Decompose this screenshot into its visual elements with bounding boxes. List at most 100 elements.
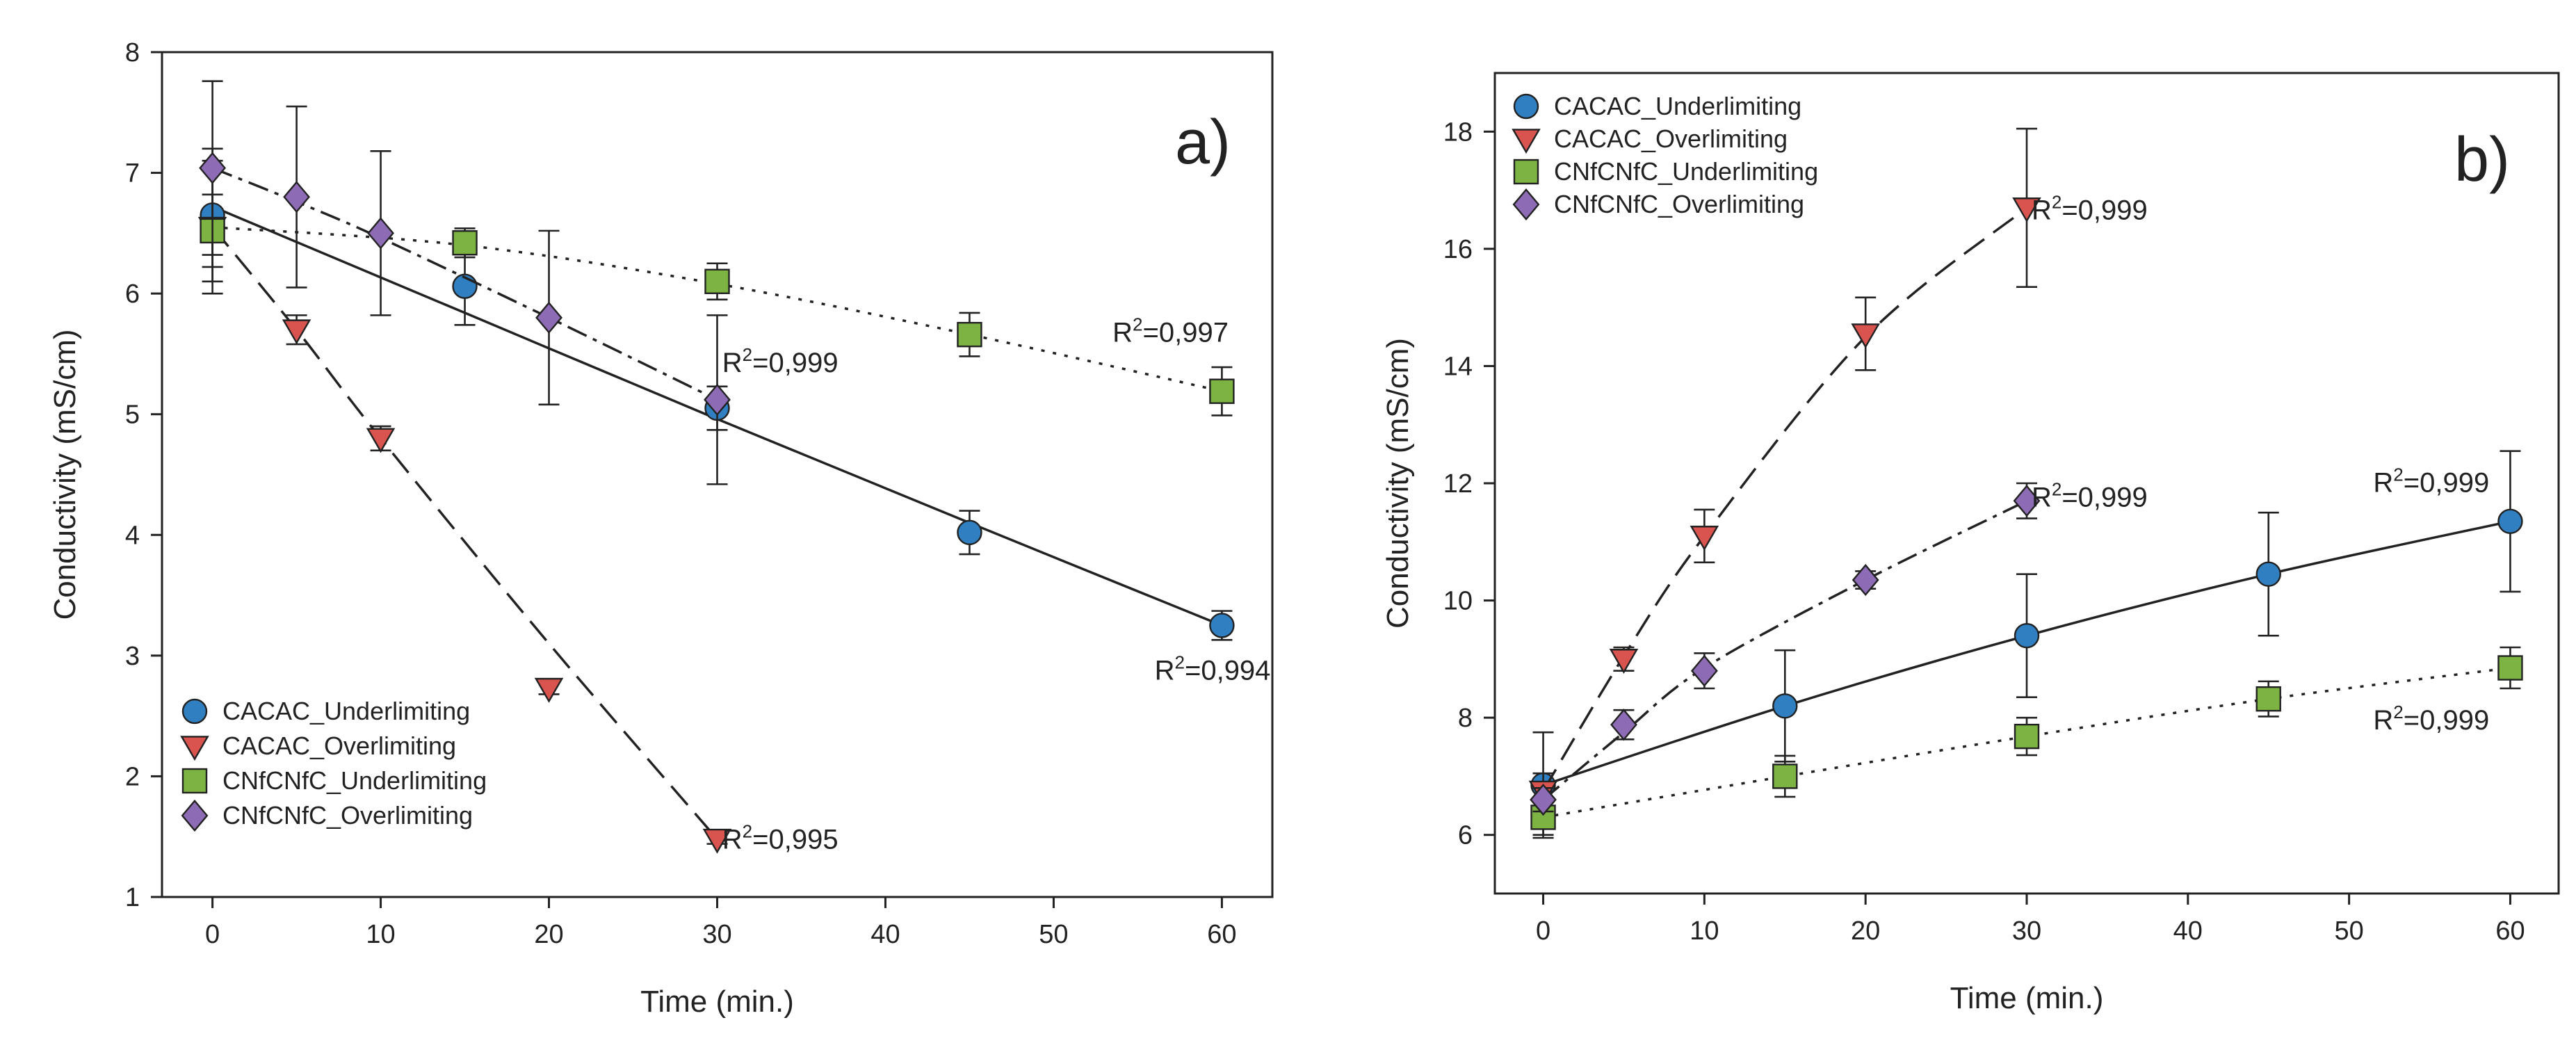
y-tick-label: 12 [1443,469,1473,499]
x-tick-label: 10 [366,920,395,949]
r-squared-label: R2=0,999 [2373,464,2489,499]
data-point [282,319,311,345]
x-tick-label: 20 [1851,916,1880,946]
legend-entry: CACAC_Underlimiting [1513,92,1801,120]
legend-entry: CNfCNfC_Overlimiting [181,799,473,832]
y-axis-title: Conductivity (mS/cm) [48,329,82,620]
fit-line [1542,207,2028,792]
data-point [535,301,562,334]
data-point [1209,378,1235,404]
y-tick-label: 16 [1443,235,1473,264]
legend-label: CNfCNfC_Overlimiting [1554,190,1804,218]
r-squared-label: R2=0,994 [1155,652,1271,686]
y-tick-label: 8 [1458,704,1473,733]
legend-marker [1512,129,1541,154]
r-squared-label: R2=0,999 [2032,192,2148,226]
x-tick-label: 20 [534,920,563,949]
legend-label: CNfCNfC_Underlimiting [1554,157,1818,186]
fit-line [211,226,718,840]
legend-entry: CACAC_Underlimiting [181,697,470,725]
x-tick-label: 50 [1039,920,1068,949]
data-point [957,519,982,546]
x-tick-label: 10 [1690,916,1719,946]
legend-label: CACAC_Overlimiting [222,731,456,760]
legend-marker [1512,188,1540,221]
y-tick-label: 8 [125,38,140,67]
y-tick-label: 2 [125,762,140,791]
series-CACAC_Overlimiting: R2=0,995 [197,159,839,855]
y-tick-label: 1 [125,883,140,912]
data-point [367,217,394,250]
legend-marker [180,736,209,761]
r-squared-label: R2=0,999 [2373,702,2489,736]
panel-label: b) [2454,125,2510,195]
legend-label: CNfCNfC_Underlimiting [222,766,487,795]
r-squared-label: R2=0,997 [1112,314,1229,348]
x-tick-label: 30 [702,920,731,949]
x-tick-label: 40 [2173,916,2203,946]
x-axis-title: Time (min.) [1950,981,2104,1015]
data-point [704,268,730,294]
y-tick-label: 6 [1458,821,1473,850]
legend-label: CACAC_Underlimiting [222,697,470,725]
data-point [2497,508,2523,534]
y-tick-label: 5 [125,401,140,430]
legend-entry: CNfCNfC_Overlimiting [1512,188,1804,221]
y-tick-label: 3 [125,642,140,671]
y-tick-label: 4 [125,521,140,550]
legend-marker [181,698,208,725]
x-tick-label: 0 [1536,916,1550,946]
data-point [366,428,396,453]
data-point [1690,526,1719,551]
data-point [2255,561,2281,587]
legend-entry: CACAC_Overlimiting [180,731,456,761]
panel-a: 0 10 20 30 40 50 60 1 2 3 4 5 6 7 8 Time (min.) Conducti… [48,38,1274,1019]
data-point [1610,709,1637,741]
data-point [1772,693,1798,719]
series-CNfCNfC_Underlimiting: R2=0,997 [200,193,1235,417]
legend-label: CNfCNfC_Overlimiting [222,801,473,830]
fit-line [1542,499,2027,801]
legend-entry: CACAC_Overlimiting [1512,124,1788,154]
data-point [2255,686,2281,712]
series-CNfCNfC_Overlimiting: R2=0,999 [1530,479,2148,816]
data-point [957,321,982,348]
data-point [704,383,731,417]
legend-marker [1513,159,1539,185]
series-CACAC_Overlimiting: R2=0,999 [1528,127,2148,810]
series-CNfCNfC_Overlimiting: R2=0,999 [199,80,839,485]
y-tick-label: 10 [1443,587,1473,616]
x-tick-label: 50 [2334,916,2363,946]
data-point [199,152,227,184]
legend-label: CACAC_Overlimiting [1554,124,1788,153]
r-squared-label: R2=0,999 [2032,479,2148,513]
r-squared-label: R2=0,999 [722,344,839,378]
data-point [1609,649,1639,674]
data-point [452,230,478,256]
y-tick-label: 18 [1443,118,1473,147]
data-point [283,181,310,213]
legend-entry: CNfCNfC_Underlimiting [181,766,487,795]
y-tick-label: 6 [125,280,140,309]
legend-label: CACAC_Underlimiting [1554,92,1801,120]
data-point [1209,613,1235,638]
legend-entry: CNfCNfC_Underlimiting [1513,157,1818,186]
r-squared-label: R2=0,995 [722,821,839,855]
x-tick-label: 60 [1207,920,1236,949]
data-point [1530,784,1557,816]
data-point [2014,622,2040,649]
data-point [1852,563,1879,597]
x-tick-label: 30 [2012,916,2041,946]
data-point [534,677,564,703]
panel-b: 0 10 20 30 40 50 60 6 8 10 12 14 16 18 Time (min.) Cond… [1381,72,2560,1015]
legend-marker [181,799,209,832]
data-point [1690,654,1718,687]
data-point [2013,485,2041,517]
data-point [1772,763,1798,789]
data-point [2014,723,2040,750]
x-tick-label: 0 [205,920,220,949]
y-tick-label: 14 [1443,352,1473,381]
x-axis-title: Time (min.) [640,985,794,1019]
